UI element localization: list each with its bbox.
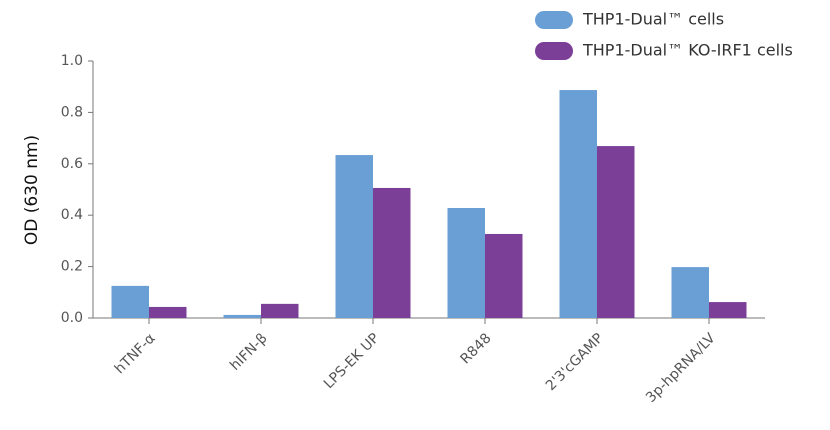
y-tick-label: 0.4 xyxy=(61,207,83,223)
bar xyxy=(559,90,597,318)
x-tick-label: 3p-hpRNA/LV xyxy=(643,330,719,406)
x-tick-label: hIFN-β xyxy=(227,330,270,373)
y-tick-label: 0.0 xyxy=(61,310,83,326)
bar xyxy=(335,155,373,318)
x-tick-label: R848 xyxy=(458,330,495,367)
legend-label: THP1-Dual™ KO-IRF1 cells xyxy=(582,41,793,60)
x-tick-label: LPS-EK UP xyxy=(321,330,383,392)
y-tick-label: 0.6 xyxy=(61,156,83,172)
legend-swatch xyxy=(535,42,573,60)
y-axis-label: OD (630 nm) xyxy=(22,135,42,245)
bar xyxy=(485,233,523,318)
bar xyxy=(709,302,747,318)
bar xyxy=(111,285,149,318)
y-tick-label: 0.8 xyxy=(61,104,83,120)
bar xyxy=(261,303,299,318)
bar xyxy=(149,306,187,318)
legend-label: THP1-Dual™ cells xyxy=(582,10,724,29)
bar xyxy=(223,314,261,318)
bar xyxy=(373,187,411,318)
bar xyxy=(597,146,635,318)
bar xyxy=(447,208,485,318)
x-tick-label: hTNF-α xyxy=(112,330,159,377)
legend-swatch xyxy=(535,11,573,29)
y-tick-label: 1.0 xyxy=(61,53,83,69)
x-tick-label: 2'3'cGAMP xyxy=(543,330,607,394)
bar xyxy=(671,267,709,318)
y-tick-label: 0.2 xyxy=(61,259,83,275)
